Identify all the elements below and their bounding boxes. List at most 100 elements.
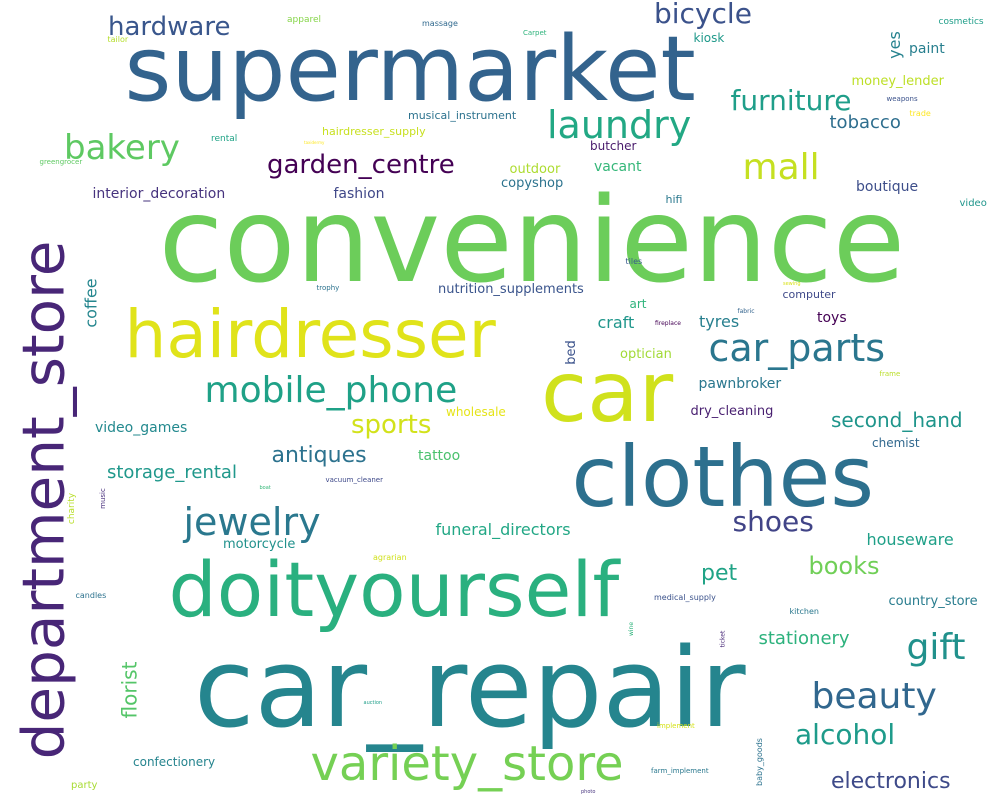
word-confectionery: confectionery [133,755,216,769]
word-vacant: vacant [594,159,642,175]
word-toys: toys [817,310,847,326]
word-coffee: coffee [81,278,101,328]
word-boutique: boutique [856,179,919,195]
word-books: books [808,552,880,580]
word-electronics: electronics [831,769,951,794]
word-trophy: trophy [316,283,340,292]
word-fashion: fashion [333,186,385,202]
word-houseware: houseware [866,530,954,549]
word-tobacco: tobacco [829,112,901,133]
word-cosmetics: cosmetics [938,16,984,27]
word-sports: sports [351,410,432,440]
word-department-store: department_store [8,240,77,760]
word-music: music [98,487,107,509]
word-alcohol: alcohol [795,718,896,751]
word-furniture: furniture [730,84,852,117]
word-massage: massage [422,19,458,28]
word-boat: boat [259,484,271,491]
word-party: party [71,780,98,791]
word-wine: wine [628,621,636,637]
word-jewelry: jewelry [183,500,321,544]
word-sewing: sewing [783,280,801,287]
word-rental: rental [211,133,238,144]
word-hardware: hardware [108,12,231,42]
word-butcher: butcher [590,139,637,153]
word-vacuum-cleaner: vacuum_cleaner [325,475,383,484]
word-nutrition-supplements: nutrition_supplements [438,281,584,297]
word-dry-cleaning: dry_cleaning [690,403,774,419]
word-art: art [629,297,647,311]
word-garden-centre: garden_centre [267,150,455,180]
word-hairdresser-supply: hairdresser_supply [322,124,426,138]
word-variety-store: variety_store [310,736,624,792]
word-supermarket: supermarket [124,17,696,122]
word-photo: photo [581,788,596,795]
word-bed: bed [563,339,579,365]
word-car: car [541,343,674,441]
word-kitchen: kitchen [789,607,819,616]
word-fabric: fabric [737,308,755,315]
word-mall: mall [742,147,820,188]
word-funeral-directors: funeral_directors [435,520,571,539]
word-weapons: weapons [886,94,918,103]
word-outdoor: outdoor [509,161,561,177]
word-hairdresser: hairdresser [124,296,496,373]
word-baby-goods: baby_goods [754,738,764,786]
word-stationery: stationery [758,628,850,649]
word-charity: charity [66,492,77,524]
word-medical-supply: medical_supply [654,593,716,602]
word-bicycle: bicycle [654,0,752,30]
word-trade: trade [909,109,931,118]
word-tiles: tiles [625,257,643,266]
word-car-parts: car_parts [708,326,886,370]
word-florist: florist [116,661,141,719]
word-antiques: antiques [271,443,367,468]
word-interior-decoration: interior_decoration [92,186,226,202]
word-ticket: ticket [718,630,726,648]
word-musical-instrument: musical_instrument [408,108,517,122]
word-car-repair: car_repair [194,624,746,752]
word-country-store: country_store [888,593,978,609]
word-shoes: shoes [732,505,814,538]
word-storage-rental: storage_rental [107,462,237,483]
word-yes: yes [884,31,904,59]
word-candles: candles [75,591,107,600]
word-kiosk: kiosk [693,31,725,45]
word-second-hand: second_hand [831,408,963,432]
word-apparel: apparel [287,14,321,25]
word-craft: craft [597,313,635,332]
word-doityourself: doityourself [168,545,620,634]
word-laundry: laundry [547,103,692,147]
word-implement: implement [657,721,695,730]
word-copyshop: copyshop [501,175,564,191]
word-optician: optician [620,346,672,362]
word-agrarian: agrarian [373,553,407,562]
word-gift: gift [906,627,966,668]
word-pet: pet [701,561,738,586]
word-clothes: clothes [571,428,875,526]
word-auction: auction [363,699,383,706]
word-carpet: Carpet [523,28,547,37]
word-tattoo: tattoo [418,448,461,464]
word-frame: frame [879,369,901,378]
word-beauty: beauty [811,676,937,717]
word-motorcycle: motorcycle [223,536,296,552]
word-money-lender: money_lender [851,73,945,89]
word-paint: paint [909,41,945,57]
word-convenience: convenience [158,171,906,309]
word-computer: computer [782,287,836,301]
word-tyres: tyres [699,312,740,331]
word-tailor: tailor [107,35,129,44]
word-pawnbroker: pawnbroker [698,376,782,392]
word-greengrocer: greengrocer [39,157,83,166]
word-video-games: video_games [95,420,188,436]
word-chemist: chemist [872,436,920,450]
word-fireplace: fireplace [655,320,681,327]
word-wholesale: wholesale [446,405,506,419]
word-farm-implement: farm_implement [651,766,709,775]
word-mobile-phone: mobile_phone [204,370,458,411]
word-bakery: bakery [64,128,180,168]
word-hifi: hifi [665,192,683,206]
word-video: video [959,198,987,209]
